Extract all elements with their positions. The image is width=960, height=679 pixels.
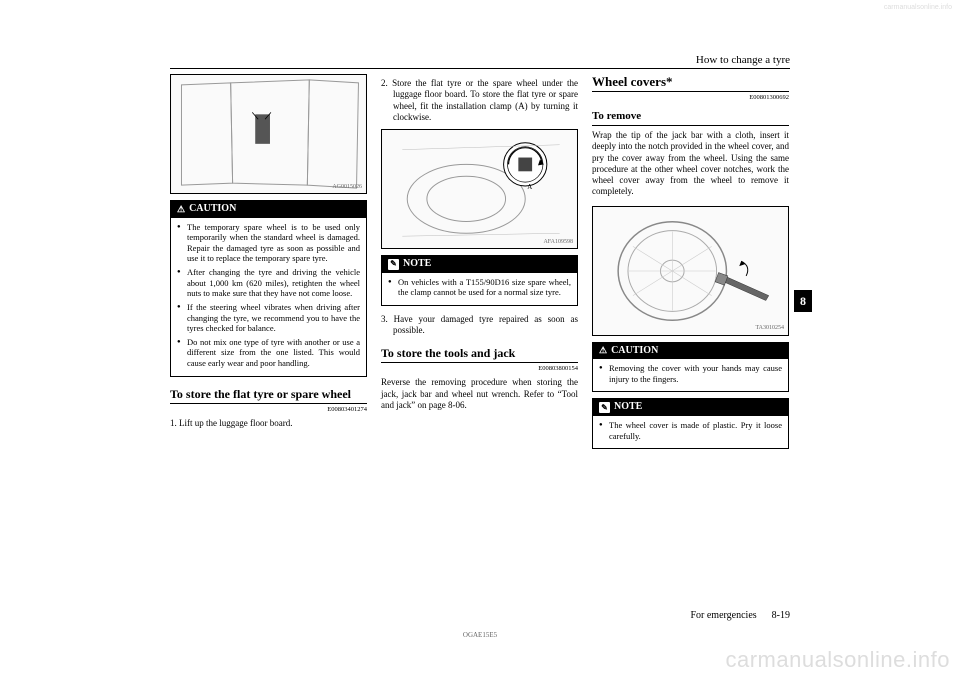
note-header: ✎ NOTE xyxy=(382,256,577,273)
column-3: Wheel covers* E00801300692 To remove Wra… xyxy=(592,74,789,449)
note-box-2: ✎ NOTE The wheel cover is made of plasti… xyxy=(592,398,789,449)
footer-page: 8-19 xyxy=(772,610,790,621)
note-icon: ✎ xyxy=(599,402,610,413)
step-3: 3. Have your damaged tyre repaired as so… xyxy=(381,314,578,337)
content-columns: AG0015026 ⚠ CAUTION The temporary spare … xyxy=(170,74,790,449)
caution-box-2: ⚠ CAUTION Removing the cover with your h… xyxy=(592,342,789,393)
caution-item: After changing the tyre and driving the … xyxy=(177,267,360,299)
step-2: 2. Store the flat tyre or the spare whee… xyxy=(381,78,578,123)
note-item: On vehicles with a T155/90D16 size spare… xyxy=(388,277,571,298)
column-2: 2. Store the flat tyre or the spare whee… xyxy=(381,74,578,449)
column-1: AG0015026 ⚠ CAUTION The temporary spare … xyxy=(170,74,367,449)
footer-doc-code: OGAE15E5 xyxy=(463,631,497,639)
note-box: ✎ NOTE On vehicles with a T155/90D16 siz… xyxy=(381,255,578,306)
figure-spare-clamp: A AFA109598 xyxy=(381,129,578,249)
note-icon: ✎ xyxy=(388,259,399,270)
caution-title: CAUTION xyxy=(189,203,236,216)
footer-section: For emergencies xyxy=(690,610,756,621)
subsection-to-remove: To remove xyxy=(592,110,789,126)
caution-header: ⚠ CAUTION xyxy=(593,343,788,360)
wheel-cover-illustration xyxy=(593,207,788,335)
figure-label: TA3010254 xyxy=(755,325,784,333)
caution-item: Do not mix one type of tyre with another… xyxy=(177,337,360,369)
caution-item: If the steering wheel vibrates when driv… xyxy=(177,302,360,334)
body-store-tools: Reverse the removing procedure when stor… xyxy=(381,377,578,411)
caution-box: ⚠ CAUTION The temporary spare wheel is t… xyxy=(170,200,367,377)
step-1: 1. Lift up the luggage floor board. xyxy=(170,418,367,429)
caution-header: ⚠ CAUTION xyxy=(171,201,366,218)
note-header: ✎ NOTE xyxy=(593,399,788,416)
note-title: NOTE xyxy=(403,258,431,271)
watermark: carmanualsonline.info xyxy=(725,647,950,673)
figure-label: AFA109598 xyxy=(543,239,573,247)
ref-code: E00803800154 xyxy=(381,365,578,373)
watermark-small: carmanualsonline.info xyxy=(884,4,952,11)
page-header: How to change a tyre xyxy=(170,54,790,69)
section-title-store-tools: To store the tools and jack xyxy=(381,346,578,363)
caution-body: Removing the cover with your hands may c… xyxy=(593,359,788,391)
body-to-remove: Wrap the tip of the jack bar with a clot… xyxy=(592,130,789,198)
note-body: On vehicles with a T155/90D16 size spare… xyxy=(382,273,577,305)
ref-code: E00803401274 xyxy=(170,406,367,414)
ref-code: E00801300692 xyxy=(592,94,789,102)
warning-icon: ⚠ xyxy=(177,204,185,215)
figure-door-latch: AG0015026 xyxy=(170,74,367,194)
caution-item: The temporary spare wheel is to be used … xyxy=(177,222,360,265)
note-title: NOTE xyxy=(614,401,642,414)
footer-page-info: For emergencies 8-19 xyxy=(690,610,790,621)
figure-wheel-cover: TA3010254 xyxy=(592,206,789,336)
spare-clamp-illustration: A xyxy=(382,130,577,248)
note-body: The wheel cover is made of plastic. Pry … xyxy=(593,416,788,448)
caution-body: The temporary spare wheel is to be used … xyxy=(171,218,366,376)
warning-icon: ⚠ xyxy=(599,345,607,356)
chapter-tab: 8 xyxy=(794,290,812,312)
figure-label: AG0015026 xyxy=(332,184,362,192)
manual-page: carmanualsonline.info How to change a ty… xyxy=(0,0,960,679)
door-latch-illustration xyxy=(171,75,366,193)
caution-title: CAUTION xyxy=(611,345,658,358)
note-item: The wheel cover is made of plastic. Pry … xyxy=(599,420,782,441)
section-title-store-flat: To store the flat tyre or spare wheel xyxy=(170,387,367,404)
svg-text:A: A xyxy=(527,184,532,191)
caution-item: Removing the cover with your hands may c… xyxy=(599,363,782,384)
section-title-wheel-covers: Wheel covers* xyxy=(592,74,789,92)
